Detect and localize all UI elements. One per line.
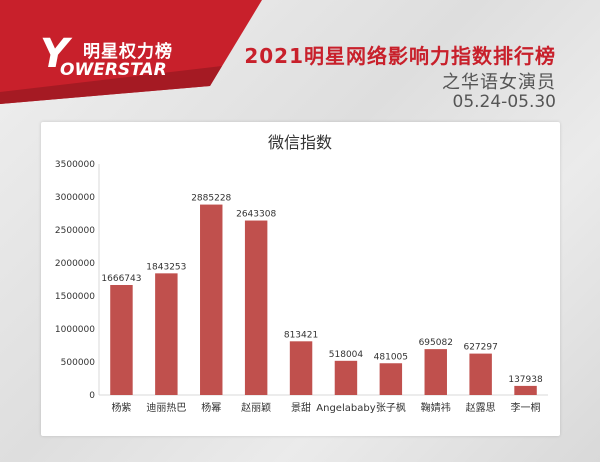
logo-en: OWERSTAR (60, 60, 167, 80)
logo-mark: Y (40, 31, 69, 77)
logo-cn: 明星权力榜 (83, 42, 173, 62)
bar-value-label: 1843253 (146, 262, 186, 272)
bar-value-label: 137938 (508, 375, 543, 385)
bar-value-label: 481005 (374, 352, 408, 362)
bar (379, 363, 403, 395)
y-tick-label: 1000000 (55, 325, 95, 335)
brand-banner (0, 0, 262, 104)
bar (155, 273, 178, 395)
x-tick-label: 景甜 (291, 401, 311, 414)
page-subtitle: 之华语女演员 (442, 72, 556, 93)
x-tick-label: 张子枫 (376, 401, 406, 414)
date-range: 05.24-05.30 (452, 92, 556, 112)
x-tick-label: 鞠婧祎 (421, 401, 451, 414)
bar (514, 385, 537, 395)
bar (200, 204, 223, 395)
red-banner-shadow (0, 66, 222, 104)
x-axis-labels: 杨紫 迪丽热巴 杨幂 赵丽颖 景甜 Angelababy 张子枫 鞠婧祎 赵露思 李一桐 (111, 401, 540, 414)
x-tick-label: 赵丽颖 (241, 401, 271, 414)
bar-value-label: 2643308 (236, 210, 276, 220)
bar (110, 284, 133, 395)
bar-value-label: 813421 (284, 330, 318, 340)
x-tick-label: Angelababy (316, 403, 375, 414)
y-tick-label: 500000 (61, 358, 96, 368)
page-title: 2021明星网络影响力指数排行榜 (244, 44, 556, 68)
bars (110, 204, 537, 395)
bar-value-label: 1666743 (101, 274, 141, 284)
x-tick-label: 迪丽热巴 (146, 401, 186, 414)
y-tick-label: 3000000 (55, 193, 95, 203)
y-tick-label: 0 (89, 391, 95, 401)
x-tick-label: 杨幂 (201, 401, 221, 414)
x-tick-label: 李一桐 (511, 401, 541, 414)
chart-card: 微信指数 0 500000 1000000 1500000 2000000 2500000… (41, 122, 560, 436)
y-tick-label: 1500000 (55, 292, 95, 302)
bar-chart: 微信指数 0 500000 1000000 1500000 2000000 2500000… (55, 133, 548, 414)
x-tick-label: 杨紫 (111, 401, 131, 414)
bar (469, 353, 492, 395)
y-tick-label: 2000000 (55, 259, 95, 269)
bar-value-label: 695082 (419, 338, 453, 348)
bar (244, 220, 268, 395)
chart-title: 微信指数 (268, 133, 332, 152)
bar-value-label: 518004 (329, 350, 364, 360)
y-tick-label: 3500000 (55, 160, 95, 170)
bar (424, 349, 447, 395)
bar (289, 341, 313, 395)
y-axis-ticks: 0 500000 1000000 1500000 2000000 2500000 30000… (55, 160, 95, 401)
value-labels: 1666743 1843253 2885228 2643308 813421 518004… (101, 194, 543, 385)
bar-value-label: 627297 (463, 343, 497, 353)
y-tick-label: 2500000 (55, 226, 95, 236)
bar-value-label: 2885228 (191, 194, 231, 204)
bar (334, 360, 358, 395)
x-tick-label: 赵露思 (466, 401, 496, 414)
